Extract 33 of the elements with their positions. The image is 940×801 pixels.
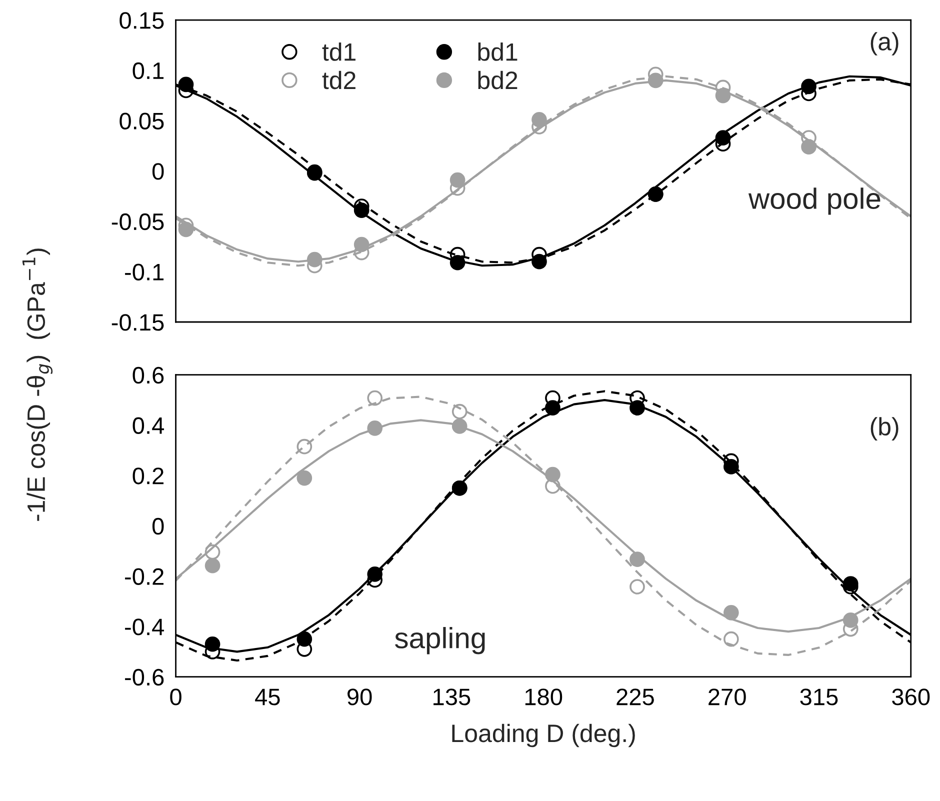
- y-tick-label: -0.15: [112, 314, 164, 331]
- legend-label: bd1: [478, 42, 518, 61]
- y-tick-label: -0.2: [125, 568, 164, 585]
- y-tick-label: 0.15: [120, 12, 164, 29]
- y-tick-label: -0.1: [125, 264, 164, 280]
- y-tick-label: -0.4: [125, 618, 164, 636]
- x-tick-label: 225: [616, 688, 654, 706]
- y-tick-label: 0.05: [120, 112, 164, 130]
- y-tick-label: -0.05: [112, 213, 164, 230]
- legend-label: td2: [322, 70, 356, 90]
- x-tick-label: 135: [434, 688, 470, 706]
- annotation: sapling: [395, 627, 485, 654]
- y-tick-label: 0.4: [132, 417, 164, 434]
- y-tick-label: -0.6: [125, 668, 164, 686]
- legend-label: bd2: [478, 70, 518, 90]
- y-tick-label: 0.2: [132, 468, 164, 484]
- annotation: (b): [870, 417, 898, 440]
- legend-label: td1: [322, 42, 356, 61]
- y-tick-label: 0: [152, 518, 164, 535]
- y-tick-label: 0.1: [132, 62, 164, 80]
- annotation: wood pole: [748, 188, 880, 215]
- x-tick-label: 270: [708, 688, 746, 706]
- x-tick-label: 0: [170, 688, 182, 706]
- x-axis-title: Loading D (deg.): [452, 724, 635, 748]
- x-tick-label: 315: [800, 688, 838, 706]
- annotation: (a): [870, 32, 898, 56]
- x-tick-label: 90: [348, 688, 372, 706]
- y-tick-label: 0: [152, 163, 164, 180]
- x-tick-label: 360: [892, 688, 930, 706]
- x-tick-label: 180: [525, 688, 562, 706]
- y-tick-label: 0.6: [132, 366, 164, 384]
- y-axis-title: -1/E cos(D -θ$_{g}$) (GPa$^{−1}$): [22, 248, 53, 521]
- x-tick-label: 45: [255, 688, 280, 706]
